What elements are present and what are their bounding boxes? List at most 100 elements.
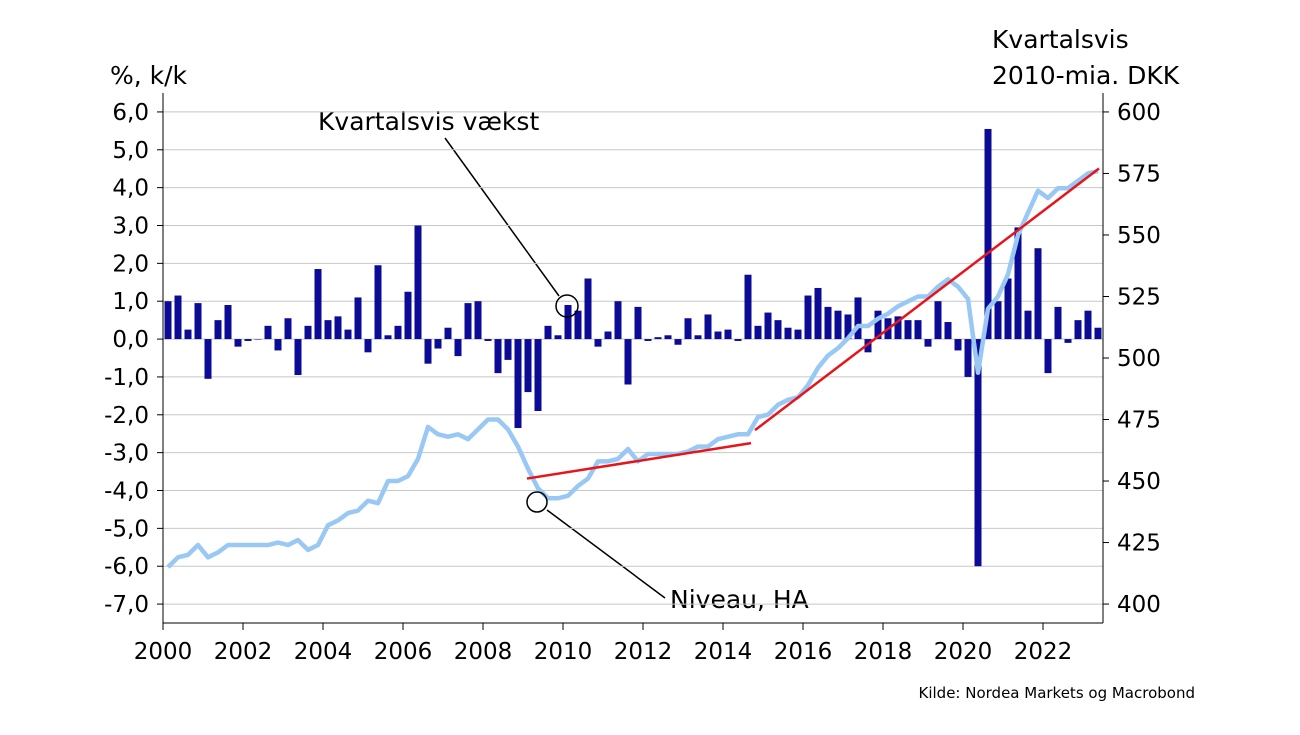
bar: [784, 327, 792, 340]
bar: [454, 339, 462, 357]
bar: [314, 269, 322, 340]
source: Kilde: Nordea Markets og Macrobond: [919, 684, 1196, 702]
bar: [354, 297, 362, 340]
bar: [844, 314, 852, 340]
bar: [1064, 339, 1072, 343]
bar: [834, 310, 842, 340]
bar: [754, 325, 762, 340]
x-tick-label: 2022: [1014, 639, 1073, 665]
bar: [1014, 227, 1022, 340]
annotation: Kvartalsvis vækst: [318, 107, 539, 136]
annotation-leader: [546, 509, 666, 599]
y-tick-label: 4,0: [112, 176, 149, 202]
bar: [1054, 306, 1062, 340]
bar: [174, 295, 182, 340]
bar: [894, 316, 902, 340]
bar: [444, 327, 452, 340]
y-tick-label: -2,0: [104, 403, 149, 429]
annotation: Niveau, HA: [670, 585, 809, 614]
y2-axis-label: 2010-mia. DKK: [992, 61, 1180, 90]
bar: [574, 310, 582, 340]
bar: [744, 274, 752, 340]
bar: [294, 339, 302, 376]
y2-axis-label: Kvartalsvis: [992, 25, 1129, 54]
x-tick-label: 2010: [534, 639, 593, 665]
y-tick-label: -4,0: [104, 479, 149, 505]
bar: [734, 339, 742, 341]
x-tick-label: 2012: [614, 639, 673, 665]
bar: [964, 339, 972, 377]
bar: [494, 339, 502, 374]
x-tick-label: 2016: [774, 639, 833, 665]
bar: [344, 329, 352, 340]
bar: [644, 339, 652, 341]
y2-tick-label: 475: [1117, 408, 1161, 434]
y2-tick-label: 525: [1117, 284, 1161, 310]
bar: [374, 265, 382, 340]
y-tick-label: -7,0: [104, 592, 149, 618]
x-tick-label: 2002: [214, 639, 273, 665]
bar: [524, 339, 532, 393]
bar: [424, 339, 432, 364]
trend-line: [526, 441, 752, 480]
bar: [434, 339, 442, 349]
bar: [194, 303, 202, 340]
bar: [984, 128, 992, 340]
bar: [764, 312, 772, 340]
x-tick-label: 2018: [854, 639, 913, 665]
bar: [214, 320, 222, 340]
x-tick-label: 2000: [134, 639, 193, 665]
y-tick-label: 6,0: [112, 100, 149, 126]
bar: [204, 339, 212, 379]
bar: [1024, 310, 1032, 340]
bar: [974, 339, 982, 567]
annotation-leader: [444, 137, 560, 297]
bar: [854, 297, 862, 340]
bar: [634, 306, 642, 340]
bar: [944, 322, 952, 340]
bar: [774, 320, 782, 340]
x-tick-label: 2008: [454, 639, 513, 665]
bar: [404, 291, 412, 340]
y-tick-label: 0,0: [112, 327, 149, 353]
y-tick-label: -3,0: [104, 441, 149, 467]
y2-tick-label: 425: [1117, 531, 1161, 557]
bar: [534, 339, 542, 411]
x-tick-label: 2020: [934, 639, 993, 665]
bar: [564, 305, 572, 340]
bar: [804, 295, 812, 340]
y-tick-label: 3,0: [112, 214, 149, 240]
bar: [594, 339, 602, 347]
bar: [224, 305, 232, 340]
x-tick-label: 2014: [694, 639, 753, 665]
y2-tick-label: 550: [1117, 223, 1161, 249]
bar: [334, 316, 342, 340]
bar: [514, 339, 522, 429]
bar: [674, 339, 682, 345]
bar: [1084, 310, 1092, 340]
bar: [364, 339, 372, 353]
annotation-circle: [555, 294, 579, 318]
bar: [684, 318, 692, 340]
bar: [624, 339, 632, 385]
bar: [704, 314, 712, 340]
bar: [874, 310, 882, 340]
x-tick-label: 2004: [294, 639, 353, 665]
y-tick-label: 2,0: [112, 251, 149, 277]
bar: [284, 318, 292, 340]
bar: [904, 320, 912, 340]
y2-tick-label: 450: [1117, 469, 1161, 495]
bar: [544, 325, 552, 340]
bar: [254, 339, 262, 340]
bar: [714, 331, 722, 340]
bar: [484, 339, 492, 341]
y2-tick-label: 500: [1117, 346, 1161, 372]
bar: [924, 339, 932, 347]
bar: [184, 329, 192, 340]
bar: [724, 329, 732, 340]
x-tick-label: 2006: [374, 639, 433, 665]
y2-tick-label: 600: [1117, 100, 1161, 126]
bar: [554, 335, 562, 340]
bar: [1004, 278, 1012, 340]
